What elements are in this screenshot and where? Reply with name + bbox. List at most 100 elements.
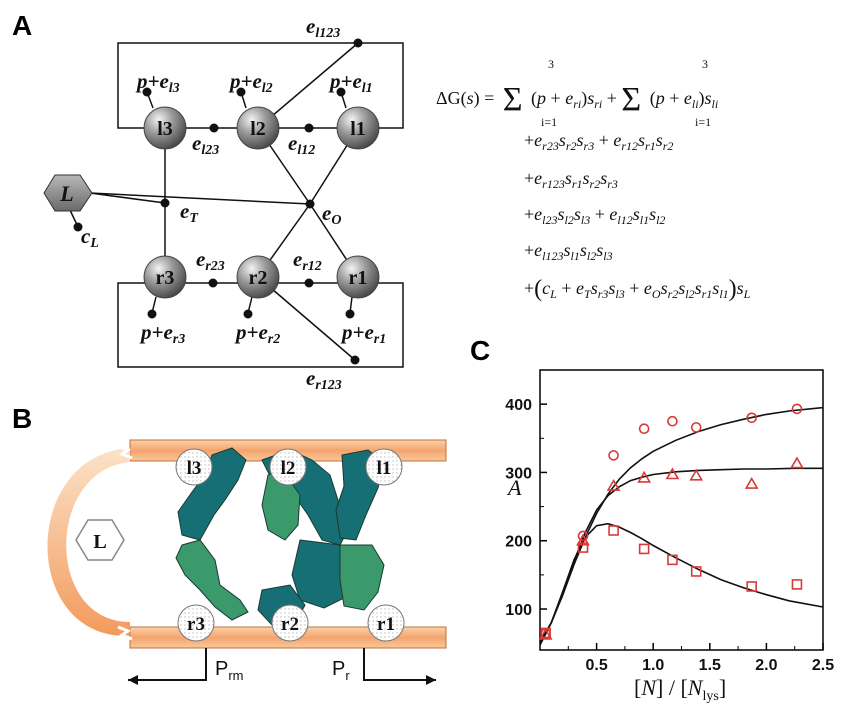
x-tick-label-2: 1.5 xyxy=(699,657,721,674)
dot-p-er1 xyxy=(345,309,355,319)
node-l1 xyxy=(336,106,380,150)
eq-sum1-top: 3 xyxy=(548,57,554,71)
y-tick-label-3: 400 xyxy=(505,397,532,414)
label-c-l: cL xyxy=(81,224,99,251)
label-e-t: eT xyxy=(180,199,199,226)
b-ligand: L xyxy=(75,519,125,561)
fit-curve-triangle xyxy=(539,467,823,644)
marker-triangle-1 xyxy=(576,533,590,546)
node-r3 xyxy=(143,255,187,299)
marker-circle-3 xyxy=(638,423,650,435)
eq-line-4: +el23sl2sl3 + el12sl1sl2 xyxy=(524,204,665,227)
eq-line-6: +(cL + eTsr3sl3 + eOsr2sl2sr1sl1)sL xyxy=(524,276,751,302)
node-r2-label: r2 xyxy=(249,267,268,289)
dot-p-er2 xyxy=(243,309,253,319)
dot-p-el3 xyxy=(142,87,152,97)
panel-a-dots xyxy=(73,38,363,365)
l-loop xyxy=(117,42,404,129)
pr-arrowhead xyxy=(426,675,436,685)
label-p-el2: p+el2 xyxy=(228,69,273,96)
label-p-er3: p+er3 xyxy=(139,320,185,347)
eq-line-5: +el123sl1sl2sl3 xyxy=(524,240,613,263)
l-to-o-link xyxy=(89,192,311,205)
marker-triangle-5 xyxy=(689,468,704,481)
y-tick-label-1: 200 xyxy=(505,534,532,551)
promoter-pr-label: Pr xyxy=(332,658,350,683)
dot-e-l23 xyxy=(209,123,219,133)
marker-square-5 xyxy=(690,566,702,577)
b-node-r1-label: r1 xyxy=(377,614,395,635)
b-node-r3-label: r3 xyxy=(187,614,205,635)
b-node-l1 xyxy=(365,448,403,486)
break-mark-bottom xyxy=(117,625,133,641)
b-node-l3-label: l3 xyxy=(187,458,202,479)
marker-square-0 xyxy=(540,627,551,639)
marker-triangle-7 xyxy=(790,456,804,469)
x-axis-ticks: 0.5 1.0 1.5 2.0 2.5 xyxy=(567,643,834,674)
b-node-r2-label: r2 xyxy=(281,614,299,635)
dot-p-er3 xyxy=(147,309,157,319)
x-tick-label-1: 1.0 xyxy=(642,657,664,674)
label-e-r23: er23 xyxy=(196,247,225,274)
b-ligand-hexagon xyxy=(75,519,125,561)
eq-line-1: ΔG(s) = Σ (p + eri)sri + Σ (p + eli)sli xyxy=(436,81,718,118)
marker-square-7 xyxy=(791,579,803,590)
dot-e-l12 xyxy=(304,123,314,133)
label-e-l123: el123 xyxy=(306,14,340,41)
eq-line-2: +er23sr2sr3 + er12sr1sr2 xyxy=(524,130,673,153)
panel-a-balls: l3 l2 l1 r3 r2 r1 xyxy=(143,106,380,299)
marker-square-4 xyxy=(667,554,678,566)
node-r1-label: r1 xyxy=(349,267,368,289)
node-l2-label: l2 xyxy=(250,118,266,140)
eq-sum2-top: 3 xyxy=(702,57,708,71)
dot-e-o xyxy=(305,199,315,209)
fit-curve-square xyxy=(539,522,824,646)
fit-curves xyxy=(539,406,824,646)
node-l3 xyxy=(143,106,187,150)
dot-e-r123 xyxy=(350,355,360,365)
marker-triangle-6 xyxy=(744,476,759,489)
b-node-l2-label: l2 xyxy=(281,458,296,479)
marker-triangle-3 xyxy=(637,470,652,483)
dot-e-r12 xyxy=(304,278,314,288)
protein-l3-upper xyxy=(177,447,247,541)
marker-square-3 xyxy=(638,543,650,555)
x-tick-label-4: 2.5 xyxy=(812,657,834,674)
b-node-r2 xyxy=(271,604,309,642)
dot-p-el2 xyxy=(236,87,246,97)
data-markers xyxy=(538,403,804,640)
fit-curve-circle xyxy=(539,406,824,643)
y-tick-label-0: 100 xyxy=(505,602,532,619)
l123-line xyxy=(257,42,359,129)
y-tick-label-2: 300 xyxy=(505,465,532,482)
node-r1 xyxy=(336,255,380,299)
dot-e-t xyxy=(160,198,170,208)
protein-l3-lower xyxy=(175,539,249,621)
label-e-r123: er123 xyxy=(306,366,342,393)
prm-arrow xyxy=(128,648,207,681)
node-r2 xyxy=(236,255,280,299)
ligand-hexagon xyxy=(43,174,93,212)
marker-circle-1 xyxy=(577,530,589,542)
marker-circle-7 xyxy=(791,403,803,415)
label-p-er2: p+er2 xyxy=(234,320,280,347)
dot-e-r23 xyxy=(208,278,218,288)
marker-square-2 xyxy=(608,525,619,536)
promoter-prm-label: Prm xyxy=(215,658,244,683)
ligand-node: L xyxy=(43,174,93,212)
b-node-r3 xyxy=(177,604,215,642)
marker-circle-2 xyxy=(608,450,619,461)
label-p-el1: p+el1 xyxy=(328,69,373,96)
panel-label-b: B xyxy=(12,403,32,434)
node-l1-label: l1 xyxy=(350,118,366,140)
node-l3-label: l3 xyxy=(157,118,173,140)
dot-p-el1 xyxy=(336,87,346,97)
free-energy-equation: ΔG(s) = Σ (p + eri)sri + Σ (p + eli)sli … xyxy=(436,57,751,302)
node-r3-label: r3 xyxy=(156,267,175,289)
marker-circle-4 xyxy=(667,415,678,427)
panel-a-labels: el123 p+el3 p+el2 p+el1 el23 el12 eT eO … xyxy=(81,14,386,393)
marker-square-1 xyxy=(577,542,589,553)
l-to-t-link xyxy=(89,192,166,204)
b-ligand-label: L xyxy=(93,531,106,553)
